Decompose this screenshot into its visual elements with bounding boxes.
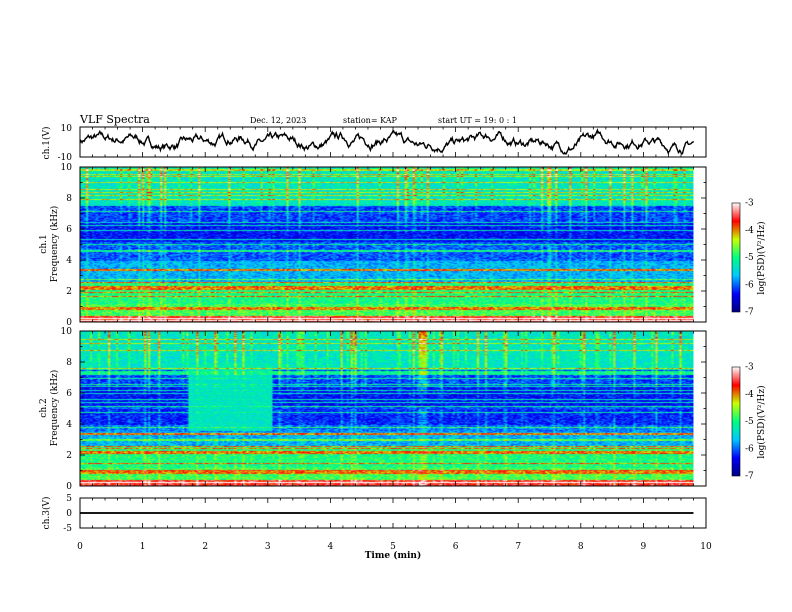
ch3-waveform-band [80, 512, 694, 514]
ch1-channel-label: ch.1 [39, 234, 49, 253]
colorbar-tick-label: -4 [745, 226, 754, 236]
ytick-label: 2 [66, 451, 72, 461]
ch2-colorbar-scale [731, 366, 741, 477]
ytick-label: 5 [66, 494, 72, 504]
colorbar-tick-label: -6 [745, 444, 754, 454]
colorbar-tick-label: -3 [745, 363, 754, 373]
ytick-label: 0 [66, 318, 72, 328]
xtick-label: 0 [77, 542, 83, 552]
ytick-label: 8 [66, 194, 72, 204]
colorbar-tick-label: -5 [745, 417, 754, 427]
ch1-colorbar-scale [731, 202, 741, 313]
x-axis-tick-labels: 0 1 2 3 4 5 6 7 8 9 10 [77, 542, 712, 552]
xtick-label: 5 [390, 542, 396, 552]
axis-tick-marks [79, 127, 707, 528]
ytick-label: 0 [66, 482, 72, 492]
ytick-label: -10 [58, 153, 73, 163]
ch1-colorbar: -3 -4 -5 -6 -7 log(PSD)(V²/Hz) [731, 199, 767, 318]
colorbar-tick-label: -7 [745, 308, 754, 318]
colorbar-tick-label: -6 [745, 280, 754, 290]
ch2-colorbar-ticks: -3 -4 -5 -6 -7 [745, 363, 754, 482]
colorbar-tick-label: -5 [745, 253, 754, 263]
ch1-colorbar-ticks: -3 -4 -5 -6 -7 [745, 199, 754, 318]
start-time-label: start UT = 19: 0 : 1 [438, 116, 517, 125]
ytick-label: 8 [66, 358, 72, 368]
xtick-label: 8 [578, 542, 584, 552]
xtick-label: 7 [515, 542, 521, 552]
ch2-spectrogram-yticks: 0 2 4 6 8 10 [61, 327, 73, 492]
ch1-waveform-line [79, 127, 695, 156]
ch2-colorbar: -3 -4 -5 -6 -7 log(PSD)(V²/Hz) [731, 363, 767, 482]
colorbar-tick-label: -3 [745, 199, 754, 209]
xtick-label: 9 [641, 542, 647, 552]
ytick-label: 10 [61, 124, 73, 134]
ytick-label: 6 [66, 225, 72, 235]
x-axis-label: Time (min) [365, 550, 422, 561]
figure-title: VLF Spectra [79, 113, 150, 126]
ch1-spectrogram [80, 167, 694, 322]
colorbar-tick-label: -4 [745, 390, 754, 400]
ytick-label: -5 [63, 524, 72, 534]
ch1-waveform-yticks: 10 -10 [58, 124, 73, 163]
ch2-colorbar-label: log(PSD)(V²/Hz) [756, 385, 767, 458]
ch3-waveform-yticks: 5 0 -5 [63, 494, 72, 534]
ytick-label: 0 [66, 509, 72, 519]
ytick-label: 4 [66, 420, 72, 430]
ytick-label: 6 [66, 389, 72, 399]
ch2-channel-label: ch.2 [39, 398, 49, 417]
ch1-spectrogram-yticks: 0 2 4 6 8 10 [61, 163, 73, 328]
ytick-label: 2 [66, 287, 72, 297]
ch3-waveform-ylabel: ch.3(V) [41, 497, 52, 530]
date-label: Dec. 12, 2023 [250, 116, 306, 125]
xtick-label: 4 [328, 542, 334, 552]
ch1-colorbar-label: log(PSD)(V²/Hz) [756, 221, 767, 294]
station-label: station= KAP [343, 116, 398, 125]
ch1-frequency-ylabel: Frequency (kHz) [49, 206, 60, 283]
ytick-label: 10 [61, 327, 73, 337]
ytick-label: 4 [66, 256, 72, 266]
ch2-frequency-ylabel: Frequency (kHz) [49, 370, 60, 447]
xtick-label: 6 [453, 542, 459, 552]
xtick-label: 3 [265, 542, 271, 552]
xtick-label: 2 [202, 542, 208, 552]
colorbar-tick-label: -7 [745, 472, 754, 482]
ytick-label: 10 [61, 163, 73, 173]
xtick-label: 10 [700, 542, 712, 552]
xtick-label: 1 [140, 542, 146, 552]
ch2-spectrogram [80, 331, 694, 486]
ch1-waveform-ylabel: ch.1(V) [41, 127, 52, 160]
